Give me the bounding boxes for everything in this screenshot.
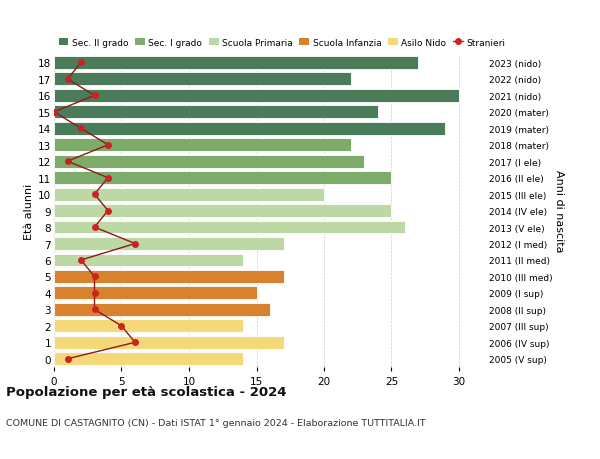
Bar — [54, 320, 243, 332]
Bar — [54, 123, 445, 135]
Bar — [54, 188, 324, 201]
Legend: Sec. II grado, Sec. I grado, Scuola Primaria, Scuola Infanzia, Asilo Nido, Stran: Sec. II grado, Sec. I grado, Scuola Prim… — [59, 39, 505, 47]
Bar — [54, 106, 378, 119]
Bar — [54, 353, 243, 365]
Bar — [54, 270, 284, 283]
Bar — [54, 139, 351, 152]
Bar — [54, 205, 391, 218]
Bar — [54, 90, 459, 102]
Bar — [54, 238, 284, 251]
Bar — [54, 254, 243, 267]
Text: Popolazione per età scolastica - 2024: Popolazione per età scolastica - 2024 — [6, 386, 287, 398]
Bar — [54, 172, 391, 185]
Bar — [54, 221, 405, 234]
Bar — [54, 73, 351, 86]
Y-axis label: Età alunni: Età alunni — [24, 183, 34, 239]
Bar — [54, 156, 364, 168]
Bar — [54, 336, 284, 349]
Bar — [54, 303, 270, 316]
Bar — [54, 57, 418, 70]
Text: COMUNE DI CASTAGNITO (CN) - Dati ISTAT 1° gennaio 2024 - Elaborazione TUTTITALIA: COMUNE DI CASTAGNITO (CN) - Dati ISTAT 1… — [6, 418, 425, 427]
Bar — [54, 287, 257, 300]
Y-axis label: Anni di nascita: Anni di nascita — [554, 170, 563, 252]
